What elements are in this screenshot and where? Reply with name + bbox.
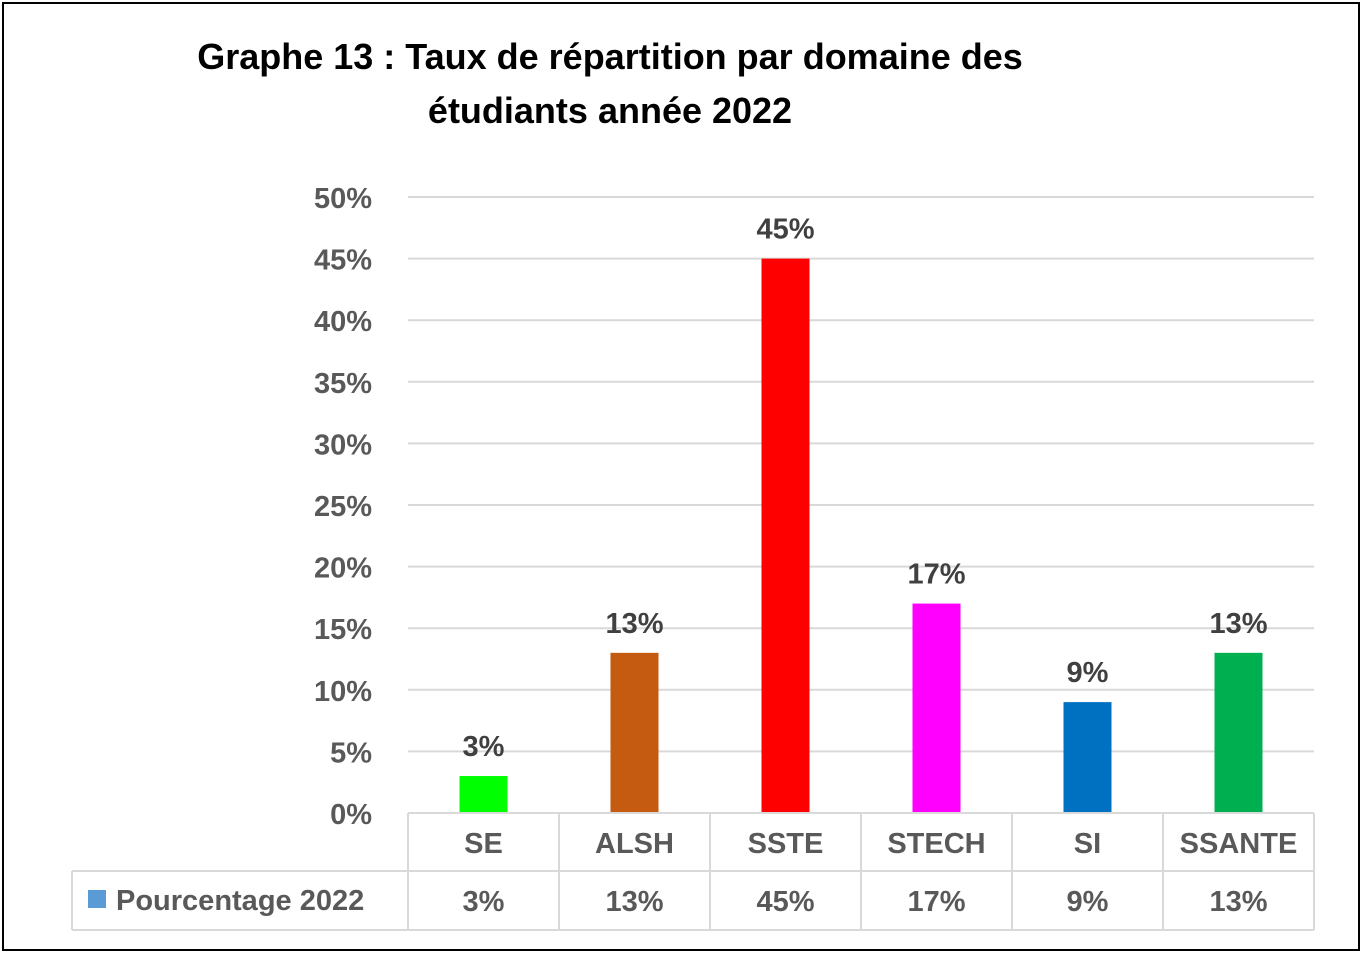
bars <box>459 258 1263 814</box>
table-value: 45% <box>756 886 814 918</box>
data-label: 17% <box>907 559 965 591</box>
bar-se <box>459 776 508 813</box>
gridlines <box>408 196 1314 753</box>
bar-si <box>1063 702 1112 813</box>
y-tick-label: 50% <box>314 183 372 215</box>
y-tick-label: 25% <box>314 491 372 523</box>
y-tick-label: 15% <box>314 614 372 646</box>
data-label: 3% <box>463 731 505 763</box>
data-label: 13% <box>605 608 663 640</box>
bar-ssante <box>1214 652 1263 813</box>
category-label: ALSH <box>595 828 674 860</box>
y-tick-label: 40% <box>314 306 372 338</box>
y-tick-label: 10% <box>314 676 372 708</box>
y-tick-label: 20% <box>314 553 372 585</box>
chart-title: Graphe 13 : Taux de répartition par doma… <box>70 30 1150 138</box>
bar-alsh <box>610 652 659 813</box>
data-label: 9% <box>1067 657 1109 689</box>
y-tick-label: 0% <box>330 799 372 831</box>
y-tick-label: 30% <box>314 429 372 461</box>
category-label: SSANTE <box>1180 828 1298 860</box>
data-table: SE ALSH SSTE STECH SI SSANTE Pourcentage 2022 3… <box>71 812 1315 931</box>
y-axis-tick-labels: 0% 5% 10% 15% 20% 25% 30% 35% 40% 45% 50% <box>314 183 372 831</box>
category-label: SSTE <box>748 828 824 860</box>
category-label: SI <box>1074 828 1101 860</box>
bar-sste <box>761 258 810 814</box>
table-value: 17% <box>907 886 965 918</box>
y-tick-label: 5% <box>330 737 372 769</box>
category-label: SE <box>464 828 503 860</box>
bar-stech <box>912 603 961 813</box>
category-label: STECH <box>887 828 985 860</box>
chart-title-line-2: étudiants année 2022 <box>427 90 793 131</box>
data-label: 13% <box>1209 608 1267 640</box>
data-label: 45% <box>756 214 814 246</box>
table-value: 13% <box>1209 886 1267 918</box>
bar-data-labels: 3% 13% 45% 17% 9% 13% <box>463 214 1268 763</box>
chart-title-line-1: Graphe 13 : Taux de répartition par doma… <box>197 36 1023 77</box>
y-tick-label: 45% <box>314 245 372 277</box>
table-value: 13% <box>605 886 663 918</box>
table-value: 9% <box>1067 886 1109 918</box>
table-value: 3% <box>463 886 505 918</box>
y-tick-label: 35% <box>314 368 372 400</box>
legend-series-name: Pourcentage 2022 <box>116 885 364 917</box>
legend-key <box>88 890 106 908</box>
